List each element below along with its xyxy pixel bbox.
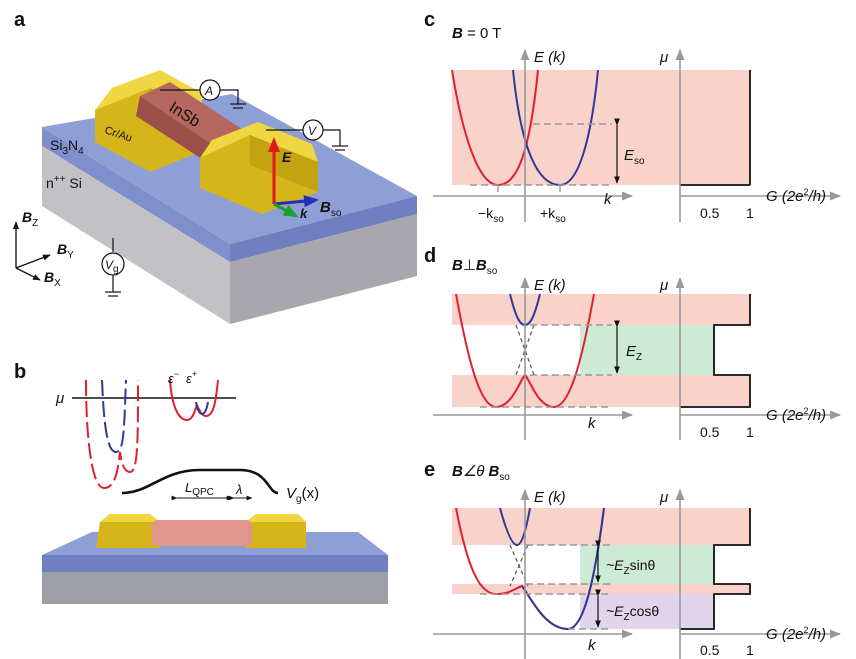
substrate-gray-front [230, 214, 417, 324]
d-title: B⊥Bso [452, 257, 498, 277]
c-kso-minus: −kso [478, 205, 504, 225]
d-g-label: G (2e2/h) [766, 406, 826, 424]
ammeter-symbol: A [204, 84, 213, 98]
bso-arrow [273, 195, 319, 208]
right-contact [200, 122, 318, 214]
e-mu-label: μ [659, 489, 668, 506]
b-right-upper-band [195, 401, 209, 416]
b-left-contact-top [100, 514, 160, 522]
voltmeter-symbol: V [308, 124, 317, 138]
d-crossing-dashes [515, 324, 535, 376]
c-k-label: k [604, 191, 613, 208]
e-g-tick-one: 1 [746, 642, 754, 658]
c-g-tick-half: 0.5 [700, 205, 720, 221]
panel-d: d B⊥Bso EZ E (k) μ k 0.5 1 G (2e2/h) [424, 245, 842, 440]
b-right-lower-band [169, 379, 219, 422]
e-conductance-steps [680, 508, 751, 630]
c-title: B = 0 T [452, 25, 501, 42]
e-g-tick-half: 0.5 [700, 642, 720, 658]
d-conductance-steps [680, 294, 751, 408]
gate-voltage-label: Vg [105, 258, 119, 275]
d-lower-pink-region [452, 375, 750, 407]
substrate-blue-side [42, 127, 230, 262]
panel-letter-b: b [14, 361, 26, 383]
k-label: k [300, 206, 308, 221]
gate-circuit [101, 238, 125, 297]
b-mu-label: μ [55, 390, 64, 407]
b-substrate-gray [42, 572, 388, 604]
b-substrate-blue [42, 555, 388, 572]
panel-letter-a: a [14, 9, 26, 31]
panel-c: c B = 0 T Eso E (k) μ k −kso +kso 0.5 1 … [424, 9, 842, 225]
layer-nsi: n++ Si [46, 174, 82, 191]
e-thin-pink-region [452, 584, 750, 594]
panel-letter-e: e [424, 459, 435, 481]
panel-letter-d: d [424, 245, 436, 267]
k-arrow [273, 202, 299, 218]
c-energy-label: E (k) [534, 49, 566, 66]
b-left-lower-band [85, 379, 139, 490]
b-left-contact [96, 514, 160, 548]
voltmeter-circuit [266, 119, 348, 151]
b-nanowire [152, 520, 252, 546]
d-ez-label: EZ [626, 343, 642, 363]
substrate-blue-front [230, 196, 417, 262]
d-mu-label: μ [659, 277, 668, 294]
layer-si3n4: Si3N4 [50, 137, 84, 157]
b-right-contact [246, 514, 306, 548]
d-k-label: k [588, 415, 597, 432]
b-lambda-label: λ [235, 482, 242, 497]
bx-label: BX [44, 269, 61, 289]
b-gate-potential [121, 468, 279, 495]
e-upper-band [499, 507, 531, 547]
bso-label: Bso [320, 199, 342, 219]
substrate-gray-side [42, 146, 230, 324]
e-title: B∠θ Bso [452, 463, 510, 483]
d-energy-label: E (k) [534, 277, 566, 294]
c-kso-plus: +kso [540, 205, 566, 225]
d-zeeman-gap-region [580, 325, 714, 375]
c-eso-label: Eso [624, 147, 645, 167]
d-upper-pink-region [452, 294, 750, 325]
b-left-upper-band [101, 379, 127, 454]
c-g-tick-one: 1 [746, 205, 754, 221]
by-label: BY [57, 241, 74, 261]
c-mu-label: μ [659, 49, 668, 66]
panel-letter-c: c [424, 9, 435, 31]
b-vg-label: Vg(x) [286, 485, 319, 505]
e-cos-label: ~EZcosθ [606, 603, 659, 623]
e-g-label: G (2e2/h) [766, 625, 826, 643]
e-sin-label: ~EZsinθ [606, 557, 656, 577]
e-sin-gap-region [580, 545, 714, 584]
ammeter-circuit [160, 79, 246, 109]
eps-plus: ε+ [186, 369, 197, 386]
e-cos-gap-region [580, 594, 714, 629]
c-occupied-band-region [452, 70, 750, 185]
b-lqpc-label: LQPC [185, 480, 214, 498]
c-g-label: G (2e2/h) [766, 187, 826, 205]
eps-minus: ε− [168, 369, 179, 386]
d-g-tick-half: 0.5 [700, 424, 720, 440]
panel-b: b μ ε− ε+ LQPC λ Vg(x) [14, 361, 388, 604]
efield-label: E [282, 149, 292, 165]
panel-a: a Cr/Au InSb [12, 9, 417, 324]
b-right-contact-top [246, 514, 306, 522]
e-energy-label: E (k) [534, 489, 566, 506]
d-g-tick-one: 1 [746, 424, 754, 440]
bz-label: BZ [22, 209, 38, 229]
e-k-label: k [588, 637, 597, 654]
coordinate-axes [12, 221, 51, 281]
panel-e: e B∠θ Bso ~EZsinθ ~EZcosθ E (k) μ k 0.5 1… [424, 459, 842, 659]
